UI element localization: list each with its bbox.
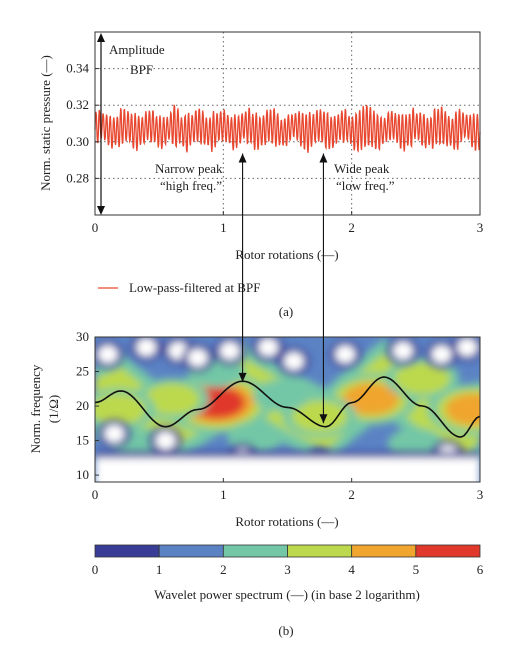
panel-a-ytick-label: 0.32 [66, 97, 89, 112]
panel-a-frame [94, 31, 481, 216]
contour-blob [253, 379, 310, 412]
annotation-high-freq: “high freq.” [160, 178, 222, 193]
panel-b-contours [95, 339, 480, 476]
connector-arrowhead-down [319, 414, 328, 424]
gap-white [136, 338, 157, 357]
panel-b-xtick-label: 0 [92, 487, 99, 502]
contour-blob [291, 400, 348, 433]
gap-white [335, 345, 356, 364]
contour-blob [342, 383, 399, 416]
panel-b-ticks: 0 1 2 3 10 15 20 25 30 [76, 329, 483, 502]
panel-b-frame [94, 336, 481, 483]
panel-b-ytick-label: 25 [76, 364, 89, 379]
gap-white [219, 341, 240, 360]
panel-a-ytick-label: 0.34 [66, 61, 89, 76]
colorbar-tick-label: 2 [220, 562, 227, 577]
panel-a-ticks: 0 1 2 3 0.28 0.30 0.32 0.34 [66, 61, 483, 235]
panel-a-ytick-label: 0.28 [66, 170, 89, 185]
gap-white [457, 338, 478, 357]
panel-a: 0 1 2 3 0.28 0.30 0.32 0.34 Amplitude BPF Narro… [38, 31, 483, 319]
colorbar-tick-label: 6 [477, 562, 484, 577]
panel-b-ytick-label: 20 [76, 398, 89, 413]
panel-b-ytick-label: 30 [76, 329, 89, 344]
panel-a-ytick-label: 0.30 [66, 134, 89, 149]
colorbar-tick-label: 1 [156, 562, 163, 577]
gap-white [187, 348, 208, 367]
panel-b-ytick-label: 15 [76, 433, 89, 448]
colorbar-segment [158, 544, 224, 558]
legend-label: Low-pass-filtered at BPF [129, 280, 260, 295]
connector-arrowhead-up [319, 153, 328, 163]
panel-b-ytick-label: 10 [76, 467, 89, 482]
annotation-low-freq: “low freq.” [336, 178, 395, 193]
panel-a-xtick-label: 0 [92, 220, 99, 235]
annotation-wide-peak: Wide peak [334, 161, 390, 176]
colorbar-label: Wavelet power spectrum (—) (in base 2 lo… [154, 587, 420, 602]
panel-a-xtick-label: 1 [220, 220, 227, 235]
colorbar-segment [287, 544, 353, 558]
annotation-amplitude: Amplitude [109, 42, 165, 57]
colorbar-segment [222, 544, 288, 558]
panel-a-pressure-line [94, 104, 481, 153]
contour-blob [95, 393, 147, 426]
panel-b-xtick-label: 2 [348, 487, 355, 502]
contour-layer [95, 339, 480, 476]
panel-a-xtick-label: 2 [348, 220, 355, 235]
gap-white [104, 424, 125, 443]
panel-a-label: (a) [279, 304, 293, 319]
colorbar-segment [351, 544, 417, 558]
gap-white [393, 341, 413, 360]
panel-b-xtick-label: 3 [477, 487, 484, 502]
connector-arrowhead-down [238, 372, 247, 382]
panel-a-ylabel: Norm. static pressure (—) [38, 55, 53, 191]
gap-white [258, 338, 279, 357]
contour-blob [445, 393, 480, 426]
floor-rim [95, 451, 480, 462]
amplitude-arrowhead-top [97, 33, 105, 42]
gap-white [283, 352, 304, 371]
panel-a-xtick-label: 3 [477, 220, 484, 235]
annotation-narrow-peak: Narrow peak [155, 161, 223, 176]
panel-b-xtick-label: 1 [220, 487, 227, 502]
gap-white [431, 345, 452, 364]
colorbar-tick-label: 3 [284, 562, 291, 577]
contour-blob [394, 362, 451, 395]
panel-a-xlabel: Rotor rotations (—) [235, 247, 338, 262]
amplitude-arrowhead-bottom [97, 206, 105, 215]
gap-layer [95, 337, 480, 482]
colorbar: 0 1 2 3 4 5 6 [92, 544, 484, 577]
colorbar-tick-label: 5 [413, 562, 420, 577]
gap-white [155, 431, 176, 450]
annotation-arrows [238, 153, 328, 424]
colorbar-tick-label: 4 [348, 562, 355, 577]
panel-b-label: (b) [278, 623, 293, 638]
contour-blob [144, 383, 200, 416]
connector-arrowhead-up [238, 153, 247, 163]
colorbar-tick-label: 0 [92, 562, 99, 577]
floor-white [95, 457, 480, 482]
colorbar-segment [94, 544, 160, 558]
panel-b-ridge-line [95, 376, 480, 438]
panel-b-ylabel-unit: (1/Ω) [46, 395, 61, 423]
panel-b-ylabel: Norm. frequency [28, 364, 43, 453]
panel-b-xlabel: Rotor rotations (—) [235, 514, 338, 529]
colorbar-segment [415, 544, 481, 558]
annotation-bpf: BPF [130, 62, 153, 77]
gap-white [97, 345, 118, 364]
panel-b-white-gaps [95, 337, 480, 482]
